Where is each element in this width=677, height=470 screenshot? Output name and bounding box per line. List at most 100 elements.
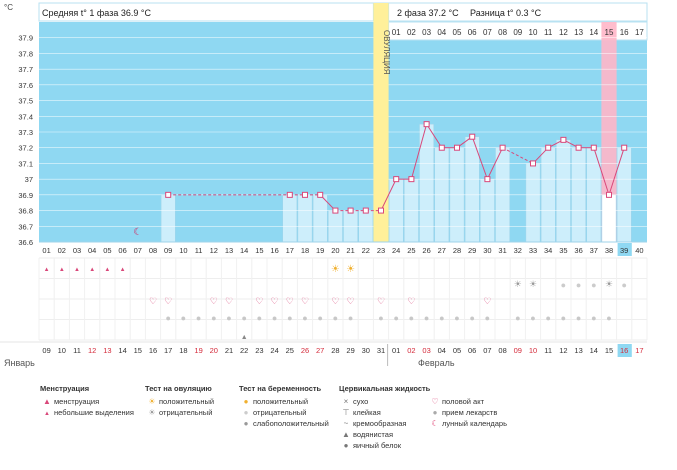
ovulation-column — [373, 3, 389, 242]
pill-icon: ● — [257, 313, 262, 323]
y-tick-label: 37 — [25, 175, 33, 184]
legend-item: прием лекарств — [442, 408, 498, 417]
temperature-line-segment — [502, 147, 534, 164]
phase2-day-label: 06 — [468, 28, 477, 37]
heart-icon: ♡ — [149, 296, 157, 306]
menstruation-icon: ▲ — [59, 267, 65, 273]
legend-item: водянистая — [353, 430, 394, 439]
sun-gray-icon: ☀ — [148, 408, 156, 417]
pill-icon: ● — [561, 313, 566, 323]
date-label: 19 — [194, 346, 202, 355]
heart-icon: ♡ — [225, 296, 233, 306]
date-label: 11 — [544, 346, 552, 355]
cycle-day-label: 36 — [574, 246, 582, 255]
temperature-point — [438, 144, 445, 151]
spotting-icon: ▲ — [44, 411, 50, 417]
legend-menstruation: Менструация ▲ менструация ▲ небольшие выде… — [40, 384, 134, 418]
pill-icon: ● — [302, 313, 307, 323]
date-label: 31 — [377, 346, 385, 355]
cycle-day-label: 18 — [301, 246, 309, 255]
temperature-bar — [556, 139, 571, 243]
ovulation-negative-icon: ☀ — [605, 279, 613, 289]
cycle-day-label: 22 — [362, 246, 370, 255]
date-label: 16 — [620, 346, 628, 355]
legend-cervical-title: Цервикальная жидкость — [339, 384, 431, 393]
date-label: 12 — [88, 346, 96, 355]
date-label: 03 — [422, 346, 430, 355]
pill-icon: ● — [317, 313, 322, 323]
date-label: 02 — [407, 346, 415, 355]
cycle-day-label: 01 — [42, 246, 50, 255]
y-tick-label: 36.8 — [18, 207, 33, 216]
date-label: 09 — [514, 346, 522, 355]
heart-icon: ♡ — [407, 296, 415, 306]
ovulation-label: ОВУЛЯЦИЯ — [382, 30, 391, 75]
current-date-marker — [617, 344, 632, 357]
phase2-average: 2 фаза 37.2 °C — [397, 8, 459, 18]
date-label: 26 — [301, 346, 309, 355]
pill-icon: ● — [211, 313, 216, 323]
legend-item: кремообразная — [353, 419, 407, 428]
phase2-day-label: 09 — [513, 28, 522, 37]
heart-icon: ♡ — [483, 296, 491, 306]
legend-item: менструация — [54, 397, 100, 406]
pill-icon: ● — [432, 408, 438, 417]
cycle-day-label: 38 — [605, 246, 613, 255]
phase2-day-label: 12 — [559, 28, 568, 37]
y-tick-label: 37.9 — [18, 34, 33, 43]
cycle-day-label: 23 — [377, 246, 385, 255]
legend-cervical: Цервикальная жидкость × сухо ⊤ клейкая ~ кр… — [339, 384, 430, 451]
watery-icon: ▲ — [342, 430, 350, 439]
date-label: 10 — [529, 346, 537, 355]
current-day-marker — [617, 243, 632, 256]
cycle-day-label: 26 — [422, 246, 430, 255]
temperature-bar — [525, 163, 541, 243]
temperature-bar — [160, 194, 176, 243]
cycle-day-label: 39 — [620, 246, 628, 255]
legend-item: клейкая — [353, 408, 381, 417]
heart-icon: ♡ — [210, 296, 218, 306]
date-label: 14 — [590, 346, 598, 355]
temperature-point — [590, 144, 597, 151]
pregnancy-negative-icon: ● — [576, 280, 581, 290]
date-label: 17 — [164, 346, 172, 355]
pill-icon: ● — [272, 313, 277, 323]
temperature-point — [332, 207, 339, 214]
cycle-day-label: 37 — [590, 246, 598, 255]
date-label: 22 — [240, 346, 248, 355]
phase2-day-label: 01 — [392, 28, 401, 37]
sticky-icon: ⊤ — [342, 408, 350, 417]
cycle-day-label: 29 — [468, 246, 476, 255]
pill-icon: ● — [226, 313, 231, 323]
heart-icon: ♡ — [255, 296, 263, 306]
pill-icon: ● — [393, 313, 398, 323]
heart-icon: ♡ — [431, 397, 439, 406]
pill-icon: ● — [576, 313, 581, 323]
cycle-day-label: 02 — [58, 246, 66, 255]
temperature-bar — [312, 194, 328, 243]
phase2-day-label: 05 — [453, 28, 462, 37]
heart-icon: ♡ — [164, 296, 172, 306]
cycle-day-label: 04 — [88, 246, 96, 255]
pregnancy-positive-icon: ● — [243, 397, 249, 406]
cycle-day-label: 10 — [179, 246, 187, 255]
legend-menstruation-title: Менструация — [40, 384, 90, 393]
y-tick-label: 37.4 — [18, 112, 33, 121]
date-label: 28 — [331, 346, 339, 355]
date-label: 29 — [346, 346, 354, 355]
menstruation-icon: ▲ — [89, 267, 95, 273]
cycle-day-label: 09 — [164, 246, 172, 255]
creamy-icon: ~ — [343, 419, 349, 428]
date-label: 13 — [103, 346, 111, 355]
temperature-point — [423, 121, 430, 128]
cycle-day-label: 25 — [407, 246, 415, 255]
pill-icon: ● — [378, 313, 383, 323]
legend-item: сухо — [353, 397, 369, 406]
pill-icon: ● — [469, 313, 474, 323]
pregnancy-negative-icon: ● — [591, 280, 596, 290]
temperature-point — [575, 144, 582, 151]
phase2-day-label: 04 — [437, 28, 446, 37]
phase1-average: Средняя t° 1 фаза 36.9 °C — [42, 8, 151, 18]
y-tick-label: 37.6 — [18, 81, 33, 90]
pill-icon: ● — [165, 313, 170, 323]
